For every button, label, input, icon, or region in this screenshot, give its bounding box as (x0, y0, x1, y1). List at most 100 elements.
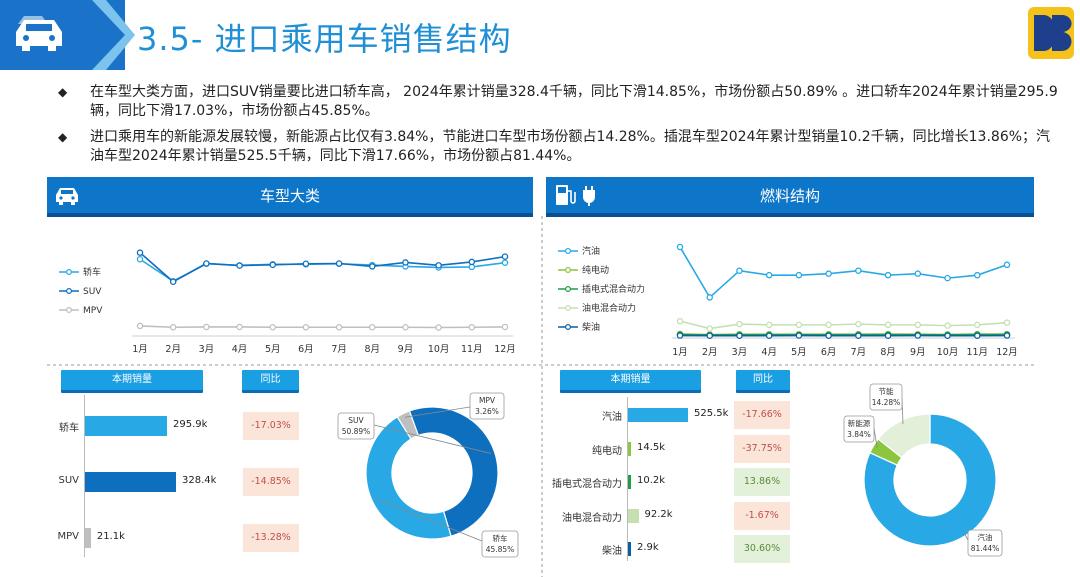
callout-leader (404, 406, 471, 418)
category-label: MPV (57, 531, 80, 542)
x-tick-label: 5月 (791, 347, 807, 358)
data-point (765, 271, 773, 279)
legend-label: 插电式混合动力 (582, 283, 645, 295)
slice-name-label: 节能 (879, 386, 894, 396)
legend-label: 汽油 (582, 245, 600, 257)
callout-box (869, 383, 903, 411)
left-panel-header: 车型大类 (47, 177, 533, 217)
legend-label: 轿车 (83, 266, 101, 278)
data-point (795, 321, 803, 329)
category-label: 汽油 (602, 412, 622, 423)
data-point (269, 261, 276, 269)
data-point (825, 270, 832, 277)
data-point (706, 325, 713, 332)
x-tick-label: 12月 (996, 347, 1018, 358)
data-point (676, 332, 684, 339)
legend-label: 纯电动 (582, 264, 609, 276)
left-sales-header: 本期销量 (61, 370, 203, 390)
x-tick-label: 7月 (331, 344, 347, 355)
data-point (203, 323, 210, 331)
data-point (468, 323, 476, 331)
x-tick-label: 9月 (398, 344, 414, 355)
data-point (501, 259, 509, 266)
x-tick-label: 8月 (364, 344, 380, 355)
data-point (914, 270, 922, 277)
x-tick-label: 2月 (702, 347, 718, 358)
x-tick-label: 11月 (966, 347, 988, 358)
data-point (765, 321, 773, 329)
category-label: SUV (58, 475, 79, 486)
x-tick-label: 10月 (937, 347, 959, 358)
fuel-icon (556, 185, 595, 206)
legend-label: SUV (83, 287, 102, 297)
data-point (736, 332, 743, 339)
data-point (944, 274, 951, 282)
data-point (302, 260, 310, 268)
series-line-1 (139, 252, 506, 283)
data-point (884, 271, 892, 279)
slice-percent-label: 3.26% (475, 407, 499, 416)
callout-leader (873, 427, 878, 448)
data-point (736, 267, 743, 274)
vehicle-type-line-chart: 1月 2月 3月 4月 5月 6月 7月 8月 9月 10月 11月 12月 轿车 SUV MPV (59, 249, 516, 355)
data-point (1003, 261, 1011, 269)
slice-name-label: MPV (479, 396, 496, 405)
data-point (335, 260, 343, 267)
data-point (435, 324, 442, 331)
data-point (884, 332, 892, 339)
x-tick-label: 6月 (298, 344, 314, 355)
callout-leader (373, 424, 491, 454)
data-point (974, 321, 981, 329)
bar (628, 475, 631, 489)
data-point (501, 323, 509, 331)
x-tick-label: 3月 (732, 347, 748, 358)
data-point (402, 259, 409, 266)
slice-percent-label: 45.85% (486, 545, 515, 554)
legend-marker (565, 304, 572, 311)
yoy-badge: 30.60% (734, 535, 790, 563)
data-point (914, 321, 922, 329)
bar (628, 408, 688, 422)
data-point (136, 249, 144, 256)
data-point (884, 321, 892, 329)
yoy-badge: -37.75% (734, 434, 790, 463)
slice-percent-label: 50.89% (342, 427, 371, 436)
yoy-badge: 13.86% (734, 468, 790, 496)
legend-marker (565, 266, 572, 273)
slice-percent-label: 14.28% (872, 398, 901, 407)
category-label: 插电式混合动力 (552, 479, 622, 490)
slice-percent-label: 3.84% (847, 430, 871, 439)
fuel-type-line-chart: 1月 2月 3月 4月 5月 6月 7月 8月 9月 10月 11月 12月 汽油纯电动插电式混合动力油… (558, 243, 1018, 358)
data-point (944, 332, 951, 339)
legend-marker (565, 323, 572, 330)
bar-value-label: 525.5k (694, 408, 729, 419)
legend-label: MPV (83, 306, 103, 316)
left-panel-title: 车型大类 (259, 187, 320, 205)
slice-percent-label: 81.44% (971, 544, 1000, 553)
fuel-type-donut-chart: 汽油 81.44% 新能源 3.84% 节能 14.28% (843, 383, 1003, 557)
data-point (795, 271, 803, 279)
legend-label: 柴油 (582, 321, 600, 333)
bar (85, 528, 91, 548)
x-tick-label: 1月 (672, 347, 688, 358)
data-point (402, 323, 409, 331)
data-point (236, 262, 243, 269)
data-point (706, 332, 713, 339)
bullet-2: ◆ 进口乘用车的新能源发展较慢，新能源占比仅有3.84%，节能进口车型市场份额占… (58, 128, 1058, 168)
left-yoy-header: 同比 (242, 370, 299, 390)
bullet-text-2: 进口乘用车的新能源发展较慢，新能源占比仅有3.84%，节能进口车型市场份额占14… (90, 129, 1051, 164)
data-point (676, 243, 684, 251)
slice-name-label: 汽油 (978, 532, 993, 542)
slice-name-label: 新能源 (848, 418, 871, 428)
yoy-badge: -14.85% (243, 468, 299, 496)
legend-marker (66, 306, 73, 313)
x-tick-label: 12月 (494, 344, 516, 355)
data-point (825, 332, 832, 339)
callout-leader (963, 531, 969, 541)
data-point (825, 321, 832, 329)
bar-value-label: 10.2k (637, 475, 666, 486)
left-bar-axis (84, 395, 85, 557)
callout-box (967, 529, 1003, 557)
x-tick-label: 2月 (165, 344, 181, 355)
data-point (676, 317, 684, 325)
